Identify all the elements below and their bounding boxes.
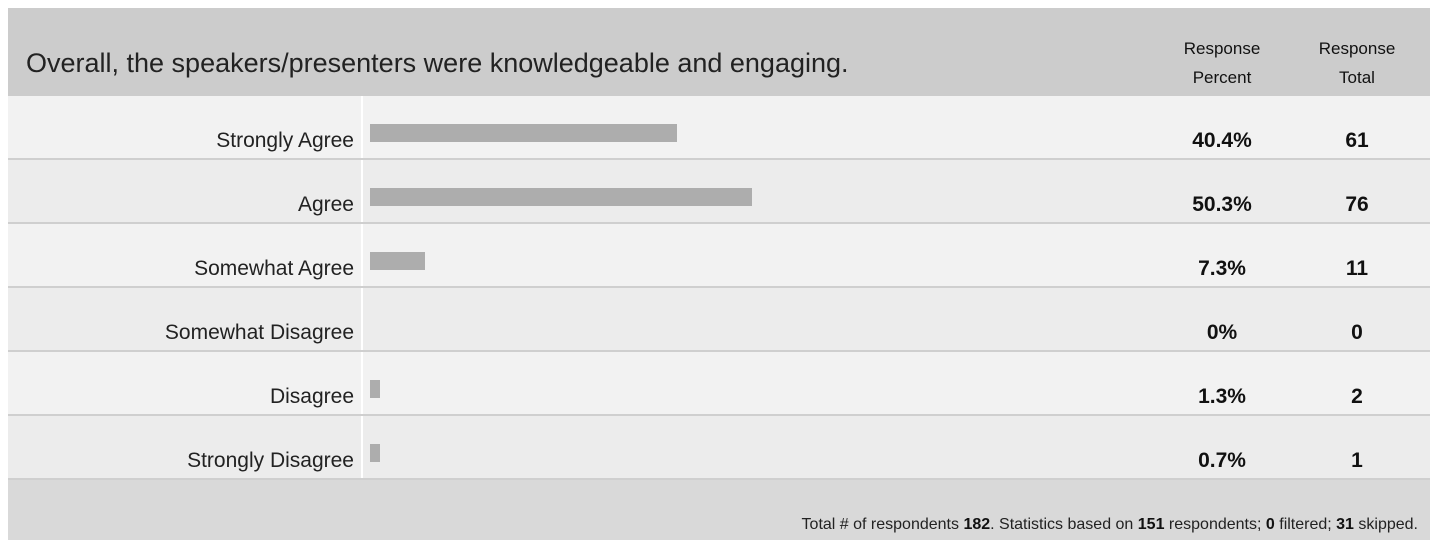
response-total: 61 [1345,129,1369,152]
footer-text-5: skipped. [1353,516,1418,533]
survey-question-panel: Overall, the speakers/presenters were kn… [8,8,1430,540]
response-row: Disagree 1.3% 2 [8,352,1430,416]
bar-track [361,224,1143,286]
bar-track [361,416,1143,478]
response-option-label: Agree [297,193,354,216]
response-row: Strongly Agree 40.4% 61 [8,96,1430,160]
response-option-label: Disagree [269,385,354,408]
response-bar [370,188,752,206]
respondent-summary: Total # of respondents 182. Statistics b… [802,516,1418,534]
response-percent: 1.3% [1198,385,1246,408]
response-option-label: Somewhat Agree [194,257,354,280]
response-row: Agree 50.3% 76 [8,160,1430,224]
bar-track [361,160,1143,222]
footer-text-1: Total # of respondents [801,516,964,533]
bar-track [361,288,1143,350]
response-percent: 7.3% [1198,257,1246,280]
response-bar [370,444,380,462]
response-rows: Strongly Agree 40.4% 61 Agree 50.3% 76 Somewha… [8,96,1430,480]
response-total: 0 [1351,321,1363,344]
based-on-count: 151 [1137,516,1165,533]
response-bar [370,380,380,398]
filtered-count: 0 [1265,516,1275,533]
response-percent: 0% [1206,321,1238,344]
question-text: Overall, the speakers/presenters were kn… [26,48,849,78]
response-total: 11 [1345,257,1369,280]
response-percent: 0.7% [1198,449,1246,472]
footer-text-2: . Statistics based on [990,516,1138,533]
bar-track [361,352,1143,414]
response-total: 1 [1351,449,1363,472]
footer-text-4: filtered; [1274,516,1337,533]
response-total: 76 [1345,193,1369,216]
response-option-label: Strongly Disagree [187,449,354,472]
response-row: Somewhat Agree 7.3% 11 [8,224,1430,288]
response-row: Somewhat Disagree 0% 0 [8,288,1430,352]
response-bar [370,252,425,270]
response-row: Strongly Disagree 0.7% 1 [8,416,1430,480]
response-bar [370,124,677,142]
response-option-label: Somewhat Disagree [164,321,354,344]
response-total-header: Response Total [1318,39,1396,87]
bar-track [361,96,1143,158]
total-respondents-count: 182 [963,516,991,533]
response-percent: 40.4% [1192,129,1252,152]
response-percent: 50.3% [1192,193,1252,216]
response-percent-header: Response Percent [1183,39,1261,87]
response-total: 2 [1351,385,1363,408]
response-option-label: Strongly Agree [216,129,354,152]
skipped-count: 31 [1336,516,1354,533]
footer-text-3: respondents; [1164,516,1266,533]
question-header: Overall, the speakers/presenters were kn… [8,8,1430,96]
